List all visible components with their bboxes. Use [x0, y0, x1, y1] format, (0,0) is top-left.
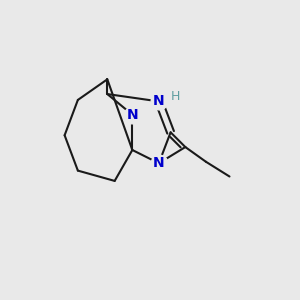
Text: N: N [153, 156, 165, 170]
Text: N: N [127, 108, 138, 122]
Text: H: H [170, 91, 180, 103]
Text: N: N [153, 94, 165, 108]
